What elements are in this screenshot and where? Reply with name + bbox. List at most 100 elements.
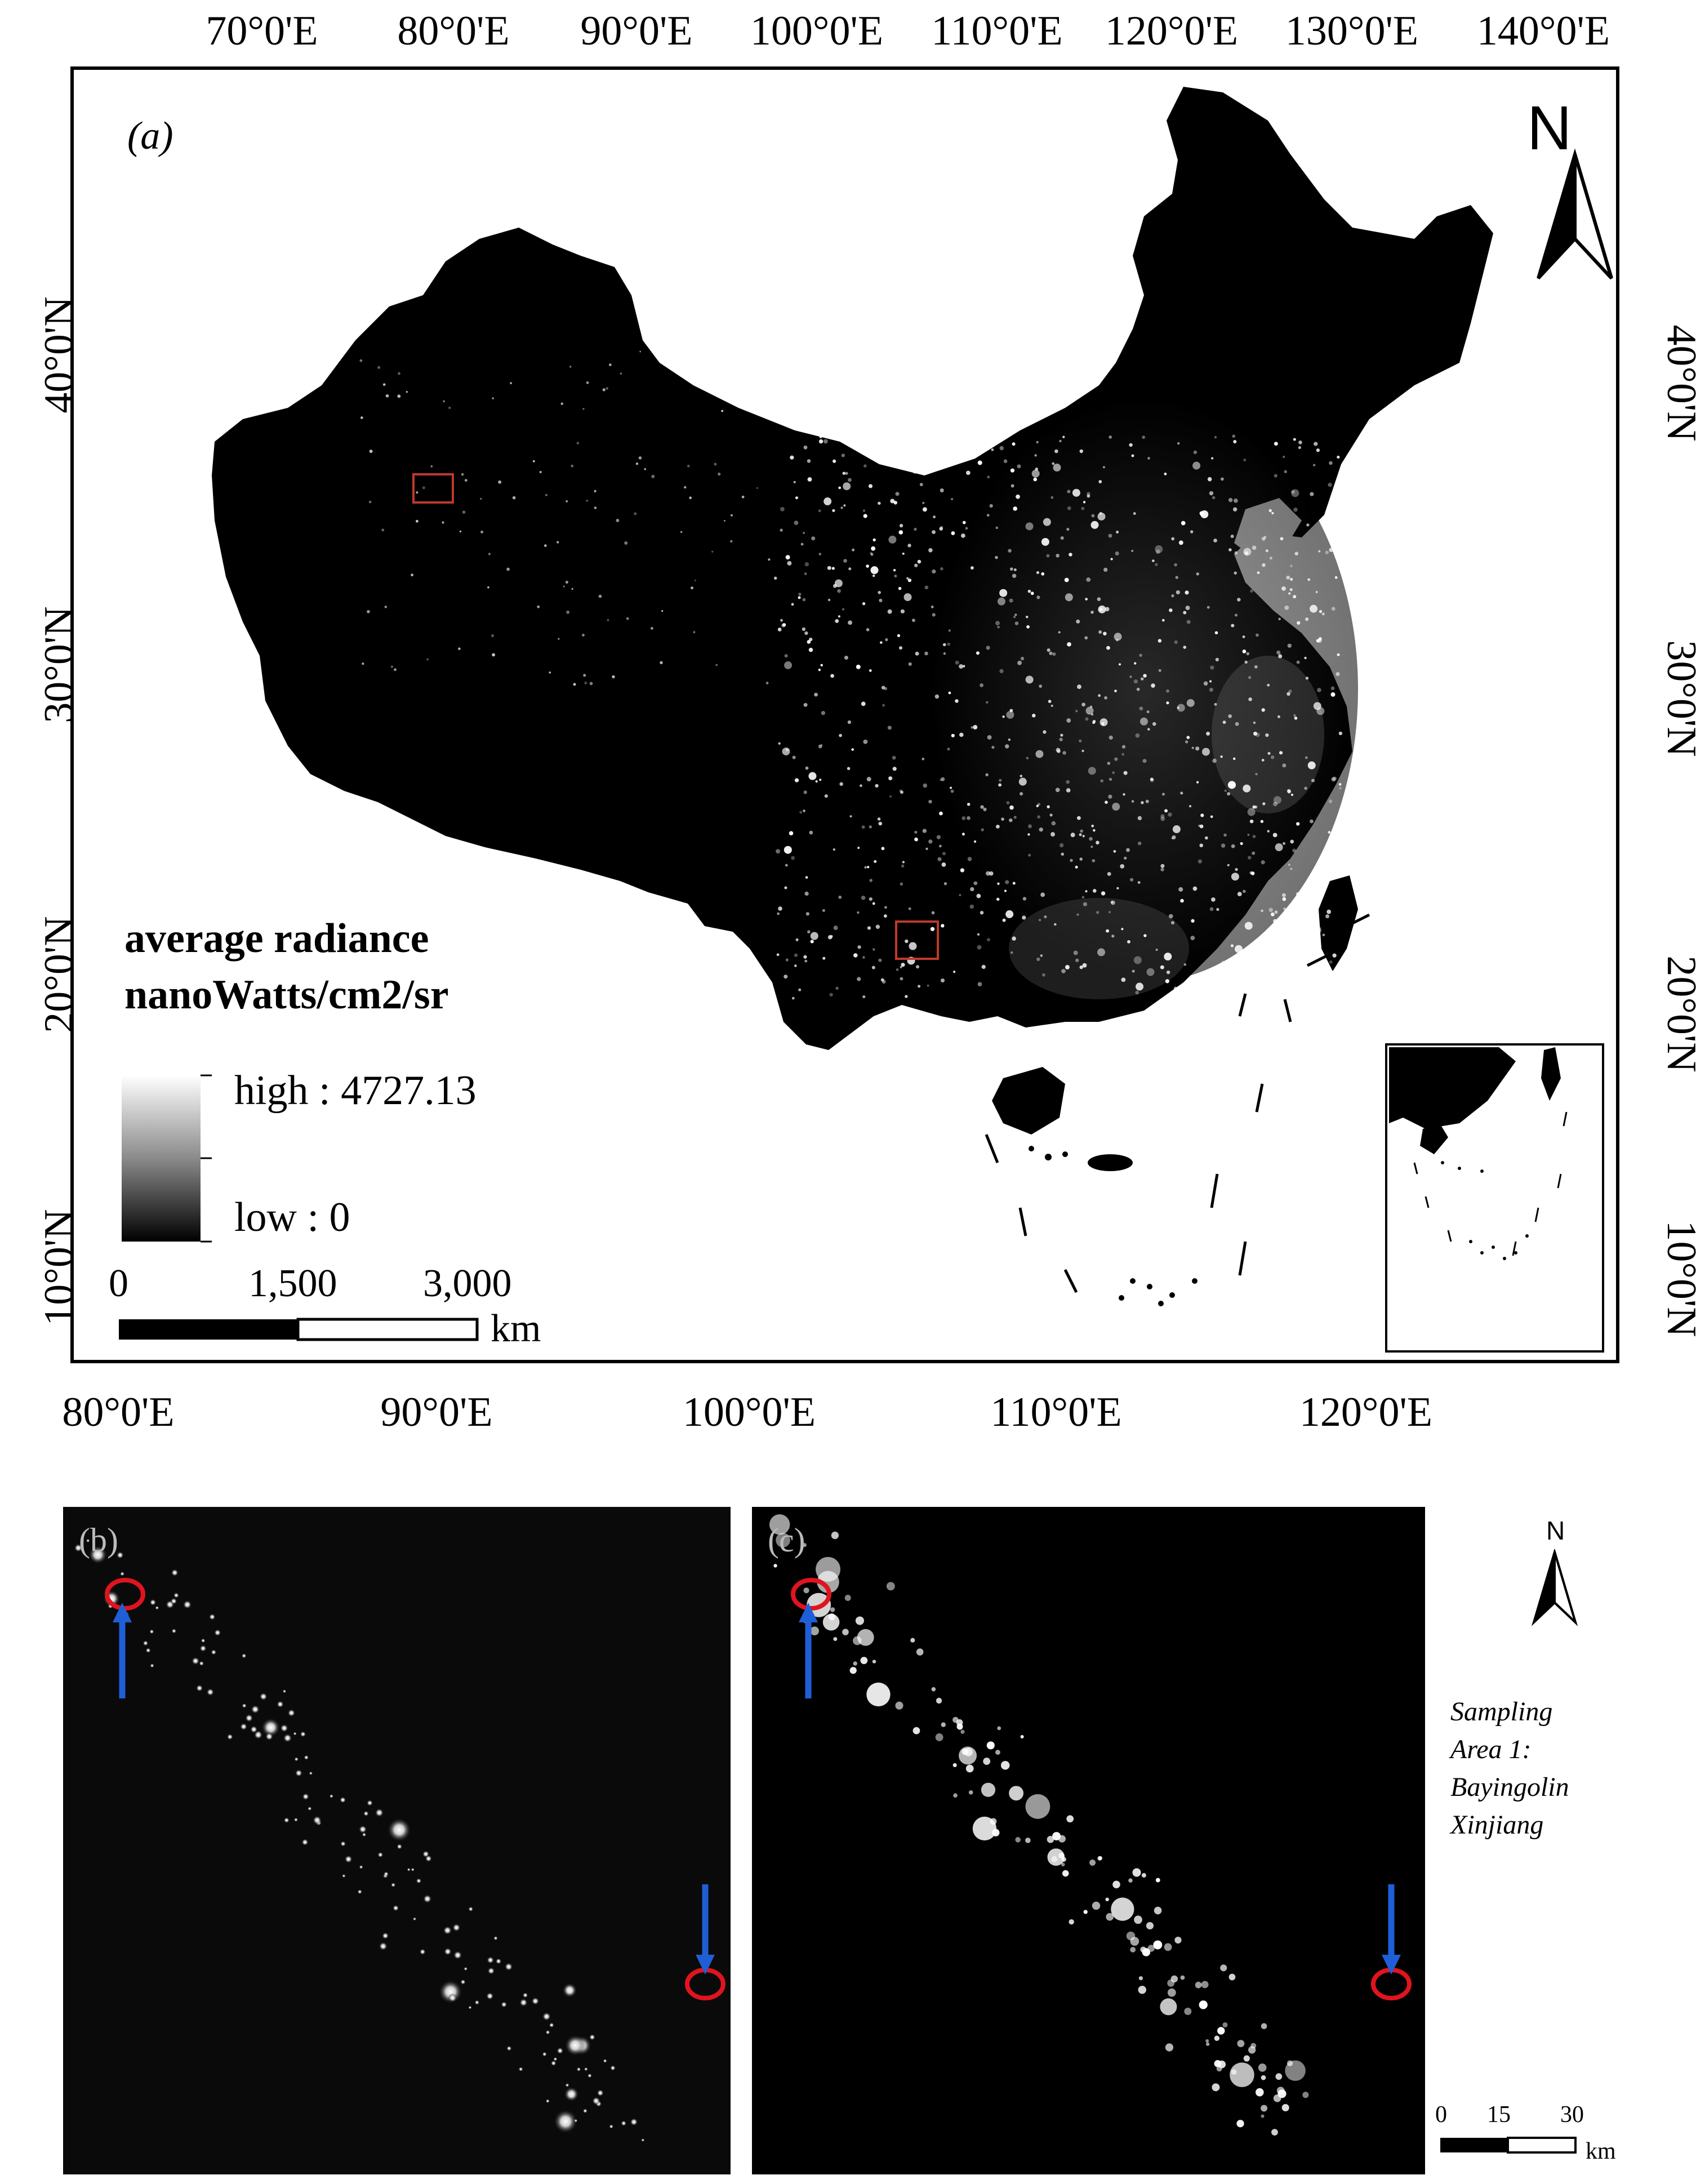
light-point (936, 1697, 942, 1704)
light-point (1108, 533, 1112, 538)
light-point (1106, 1913, 1114, 1921)
light-point (1011, 484, 1014, 488)
light-point (287, 1709, 296, 1717)
light-point (644, 468, 647, 470)
light-point (866, 564, 869, 568)
light-point (1070, 833, 1075, 838)
light-point (730, 540, 733, 543)
light-point (1313, 464, 1316, 466)
light-point (1200, 980, 1204, 984)
light-point (1067, 642, 1071, 647)
light-point (251, 1705, 260, 1714)
light-point (995, 621, 1000, 626)
light-point (977, 460, 982, 465)
light-point (390, 665, 393, 668)
light-point (963, 665, 965, 668)
light-point (1020, 1734, 1024, 1739)
light-point (357, 1889, 363, 1894)
light-point (607, 619, 609, 621)
light-point (564, 2035, 586, 2056)
light-point (831, 1531, 839, 1540)
light-point (1160, 965, 1164, 969)
light-point (506, 2045, 512, 2052)
light-point (915, 965, 919, 969)
light-point (392, 1905, 399, 1911)
light-point (426, 658, 429, 661)
light-point (886, 438, 890, 442)
light-point (804, 631, 808, 635)
light-point (819, 435, 822, 439)
light-point (823, 497, 832, 506)
light-point (586, 381, 589, 384)
light-point (1222, 2022, 1228, 2028)
light-point (1137, 816, 1142, 821)
light-point (1273, 802, 1277, 807)
light-point (1230, 2062, 1254, 2087)
light-point (915, 651, 919, 656)
light-point (852, 548, 855, 551)
light-point (900, 882, 903, 886)
light-point (594, 490, 597, 492)
light-point (863, 739, 868, 744)
light-point (480, 530, 484, 533)
light-point (407, 1867, 411, 1872)
light-point (519, 1998, 528, 2007)
light-point (1290, 868, 1293, 870)
light-point (976, 651, 980, 655)
light-point (1039, 919, 1041, 922)
light-point (1192, 886, 1198, 891)
light-point (768, 558, 771, 561)
top-tick-130e: 130°0'E (1285, 8, 1419, 54)
light-point (584, 682, 587, 684)
light-point (1190, 530, 1194, 533)
light-point (911, 619, 915, 622)
light-point (620, 372, 622, 375)
light-point (907, 578, 912, 582)
light-point (932, 530, 936, 534)
light-point (1018, 777, 1027, 786)
light-point (1205, 2039, 1209, 2043)
light-point (999, 589, 1008, 597)
light-point (730, 514, 733, 517)
light-point (986, 646, 990, 650)
light-point (1022, 915, 1026, 920)
light-point (1083, 501, 1086, 504)
light-point (878, 821, 883, 826)
light-point (818, 509, 821, 513)
light-point (1060, 733, 1063, 737)
light-point (1041, 973, 1045, 977)
light-point (881, 847, 885, 851)
light-point (1026, 625, 1030, 629)
light-point (955, 660, 959, 665)
light-point (878, 501, 881, 505)
light-point (1283, 842, 1286, 845)
light-point (1267, 683, 1270, 687)
light-point (1193, 450, 1198, 455)
inset-map (1385, 1043, 1604, 1353)
light-point (1288, 690, 1292, 693)
light-point (1025, 1838, 1031, 1843)
light-point (1313, 702, 1321, 710)
light-point (1133, 512, 1136, 515)
light-point (1261, 536, 1266, 541)
light-point (1008, 738, 1011, 741)
light-point (795, 496, 798, 500)
light-point (776, 1533, 790, 1547)
light-point (1055, 788, 1060, 793)
light-point (794, 778, 799, 782)
light-point (1237, 598, 1241, 602)
light-point (1290, 839, 1294, 844)
light-point (899, 523, 903, 528)
light-point (1000, 1761, 1010, 1770)
light-point (1111, 935, 1115, 938)
light-point (1126, 848, 1130, 852)
light-point (1198, 859, 1203, 864)
light-point (1145, 799, 1149, 803)
light-point (1047, 1848, 1065, 1866)
light-point (849, 815, 852, 818)
light-point (1261, 2105, 1268, 2112)
light-point (1146, 710, 1150, 714)
side-caption-line3: Bayingolin (1450, 1772, 1569, 1802)
light-point (870, 551, 873, 555)
light-point (872, 948, 875, 951)
